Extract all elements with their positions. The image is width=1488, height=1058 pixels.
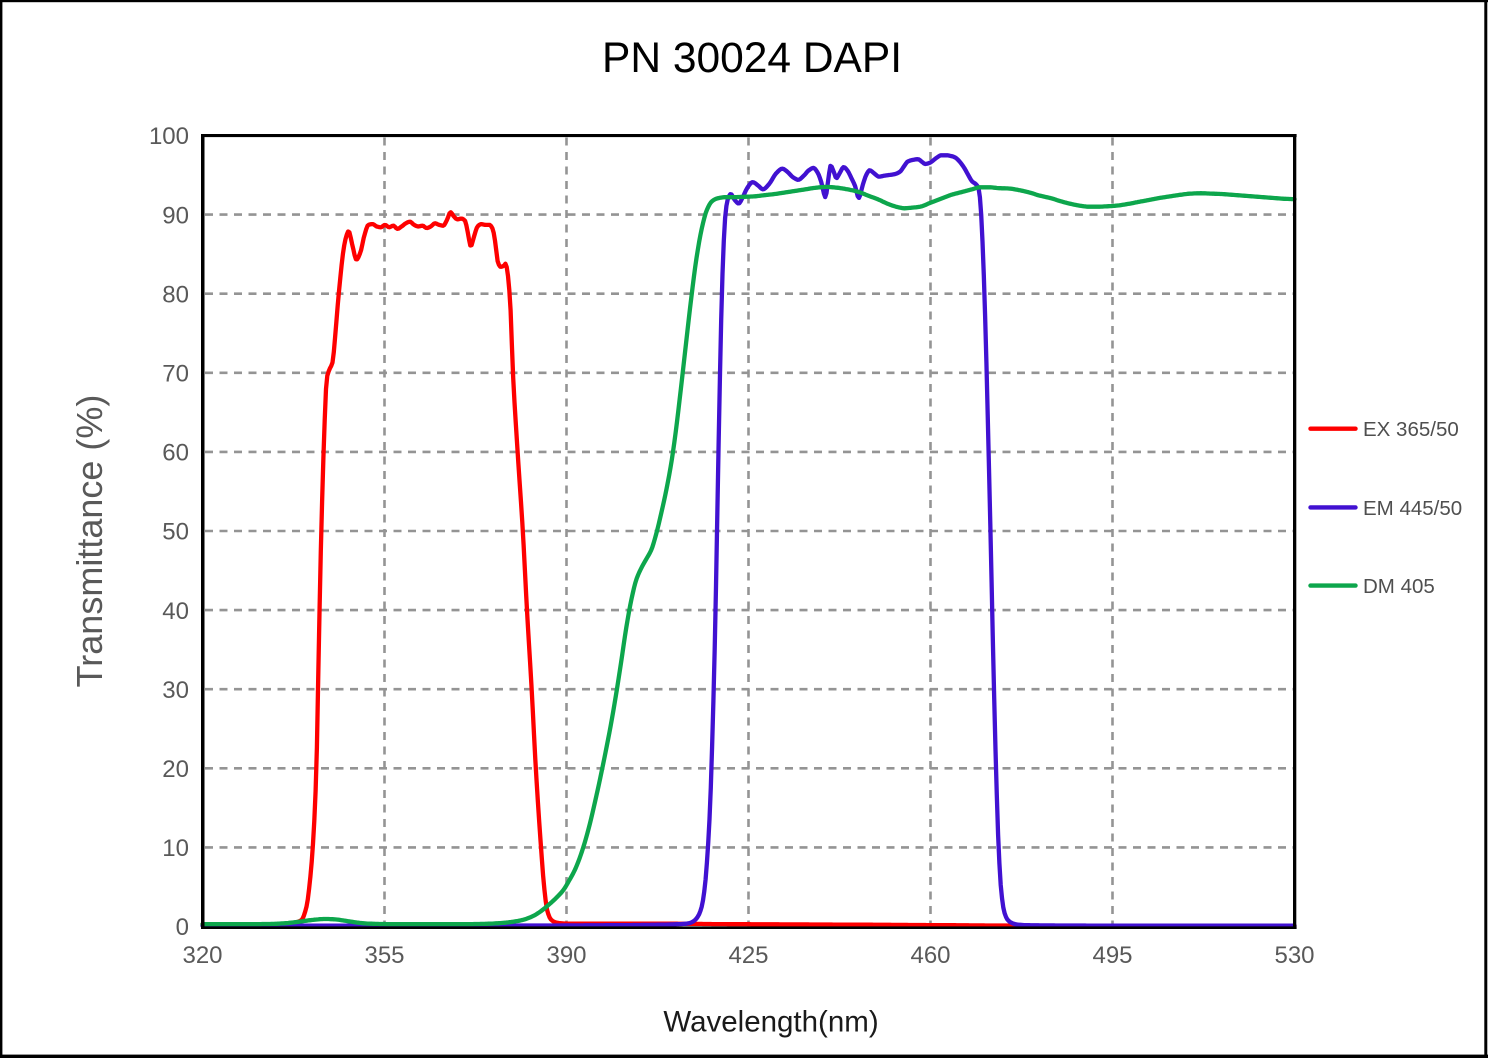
svg-text:EX 365/50: EX 365/50	[1363, 418, 1459, 441]
svg-text:530: 530	[1274, 942, 1314, 969]
svg-text:20: 20	[162, 756, 189, 783]
svg-text:Transmittance (%): Transmittance (%)	[69, 395, 110, 688]
svg-text:355: 355	[364, 942, 404, 969]
svg-text:40: 40	[162, 598, 189, 625]
svg-text:495: 495	[1092, 942, 1132, 969]
svg-text:EM 445/50: EM 445/50	[1363, 497, 1462, 520]
svg-text:10: 10	[162, 835, 189, 862]
svg-text:50: 50	[162, 519, 189, 546]
svg-text:60: 60	[162, 440, 189, 467]
svg-text:320: 320	[182, 942, 222, 969]
svg-text:30: 30	[162, 677, 189, 704]
svg-text:390: 390	[546, 942, 586, 969]
svg-text:425: 425	[728, 942, 768, 969]
svg-text:100: 100	[149, 123, 189, 150]
svg-text:460: 460	[910, 942, 950, 969]
svg-text:0: 0	[176, 914, 189, 941]
svg-text:Wavelength(nm): Wavelength(nm)	[663, 1005, 878, 1038]
svg-text:90: 90	[162, 202, 189, 229]
svg-text:70: 70	[162, 361, 189, 388]
svg-text:80: 80	[162, 281, 189, 308]
svg-text:PN 30024 DAPI: PN 30024 DAPI	[602, 35, 902, 82]
svg-text:DM 405: DM 405	[1363, 575, 1435, 598]
